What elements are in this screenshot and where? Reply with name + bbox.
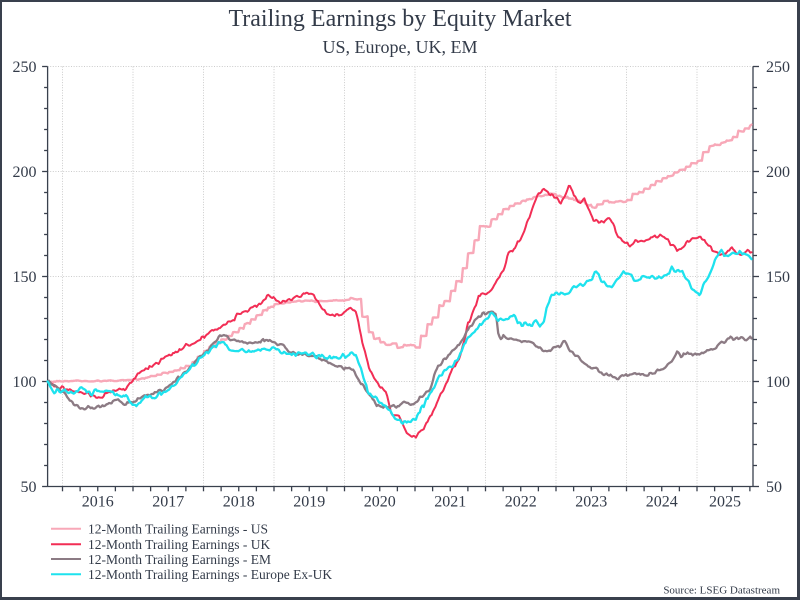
svg-text:2017: 2017 xyxy=(152,493,184,510)
svg-text:12-Month Trailing Earnings - U: 12-Month Trailing Earnings - UK xyxy=(88,537,271,552)
svg-text:2023: 2023 xyxy=(575,493,607,510)
svg-text:2022: 2022 xyxy=(505,493,537,510)
svg-text:2021: 2021 xyxy=(434,493,466,510)
svg-text:150: 150 xyxy=(13,269,37,286)
svg-text:100: 100 xyxy=(13,374,37,391)
svg-text:250: 250 xyxy=(766,59,790,76)
svg-text:100: 100 xyxy=(766,374,790,391)
svg-text:12-Month Trailing Earnings - E: 12-Month Trailing Earnings - EM xyxy=(88,552,271,567)
svg-text:2024: 2024 xyxy=(646,493,678,510)
svg-text:50: 50 xyxy=(766,479,782,496)
svg-text:12-Month Trailing Earnings - E: 12-Month Trailing Earnings - Europe Ex-U… xyxy=(88,567,332,582)
svg-text:2019: 2019 xyxy=(293,493,325,510)
svg-text:Source: LSEG Datastream: Source: LSEG Datastream xyxy=(663,585,780,597)
svg-text:250: 250 xyxy=(13,59,37,76)
svg-text:50: 50 xyxy=(21,479,37,496)
svg-text:2016: 2016 xyxy=(82,493,114,510)
svg-text:2020: 2020 xyxy=(364,493,396,510)
svg-text:2018: 2018 xyxy=(223,493,255,510)
svg-text:2025: 2025 xyxy=(709,493,741,510)
svg-text:12-Month Trailing Earnings - U: 12-Month Trailing Earnings - US xyxy=(88,521,268,536)
svg-text:200: 200 xyxy=(13,164,37,181)
svg-text:200: 200 xyxy=(766,164,790,181)
svg-text:150: 150 xyxy=(766,269,790,286)
